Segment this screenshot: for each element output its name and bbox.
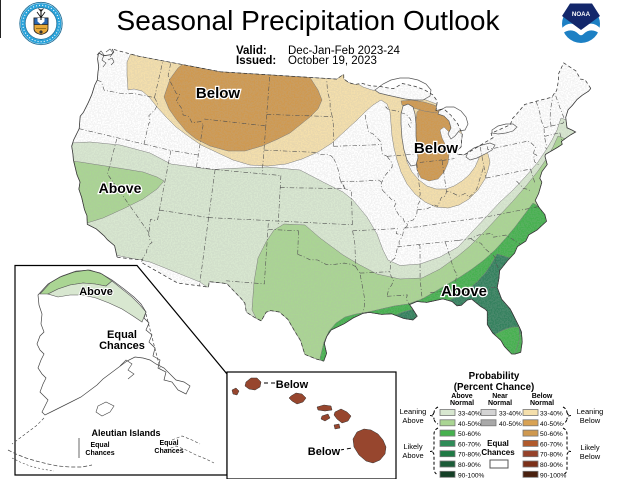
svg-text:33-40%: 33-40% — [540, 411, 563, 418]
svg-text:50-60%: 50-60% — [458, 431, 481, 438]
svg-text:Chances: Chances — [99, 340, 145, 352]
svg-text:Leaning: Leaning — [400, 407, 427, 416]
svg-text:Normal: Normal — [530, 400, 554, 407]
svg-text:60-70%: 60-70% — [540, 441, 563, 448]
svg-text:Seasonal Precipitation Outlook: Seasonal Precipitation Outlook — [117, 5, 501, 36]
svg-text:80-90%: 80-90% — [458, 462, 481, 469]
svg-text:Above: Above — [99, 180, 142, 196]
svg-text:Likely: Likely — [403, 442, 422, 451]
svg-text:Chances: Chances — [85, 450, 114, 457]
svg-text:60-70%: 60-70% — [458, 441, 481, 448]
svg-text:Below: Below — [276, 379, 309, 391]
svg-text:Probability: Probability — [469, 371, 520, 382]
svg-text:40-50%: 40-50% — [540, 421, 563, 428]
svg-text:Equal: Equal — [90, 442, 109, 449]
svg-text:Leaning: Leaning — [577, 407, 604, 416]
svg-text:Above: Above — [451, 393, 473, 400]
svg-text:Aleutian Islands: Aleutian Islands — [91, 428, 160, 438]
svg-text:Chances: Chances — [154, 448, 183, 455]
svg-text:Likely: Likely — [580, 443, 599, 452]
svg-text:Normal: Normal — [450, 400, 474, 407]
svg-text:(Percent Chance): (Percent Chance) — [454, 382, 535, 393]
svg-text:Below: Below — [580, 416, 601, 425]
svg-text:Equal: Equal — [487, 439, 509, 448]
svg-text:Normal: Normal — [488, 400, 512, 407]
svg-text:Near: Near — [492, 393, 508, 400]
svg-text:80-90%: 80-90% — [540, 462, 563, 469]
svg-text:Chances: Chances — [481, 448, 515, 457]
svg-text:40-50%: 40-50% — [499, 421, 522, 428]
svg-text:Above: Above — [79, 286, 113, 298]
svg-text:Below: Below — [414, 140, 459, 157]
svg-text:33-40%: 33-40% — [458, 411, 481, 418]
svg-text:Below: Below — [308, 446, 341, 458]
svg-text:40-50%: 40-50% — [458, 421, 481, 428]
svg-text:33-40%: 33-40% — [499, 411, 522, 418]
svg-text:Equal: Equal — [107, 329, 137, 341]
svg-text:Above: Above — [402, 451, 423, 460]
svg-text:Below: Below — [532, 393, 553, 400]
svg-text:NOAA: NOAA — [572, 11, 591, 18]
svg-text:90-100%: 90-100% — [540, 472, 567, 479]
svg-text:70-80%: 70-80% — [540, 452, 563, 459]
svg-text:Above: Above — [402, 416, 423, 425]
svg-text:Below: Below — [196, 85, 241, 102]
svg-text:50-60%: 50-60% — [540, 431, 563, 438]
svg-text:Below: Below — [580, 452, 601, 461]
svg-text:70-80%: 70-80% — [458, 452, 481, 459]
svg-text:Above: Above — [441, 283, 487, 300]
svg-text:Issued:October 19, 2023: Issued: October 19, 2023 — [236, 55, 377, 67]
svg-text:Equal: Equal — [159, 440, 178, 447]
svg-text:90-100%: 90-100% — [458, 472, 485, 479]
